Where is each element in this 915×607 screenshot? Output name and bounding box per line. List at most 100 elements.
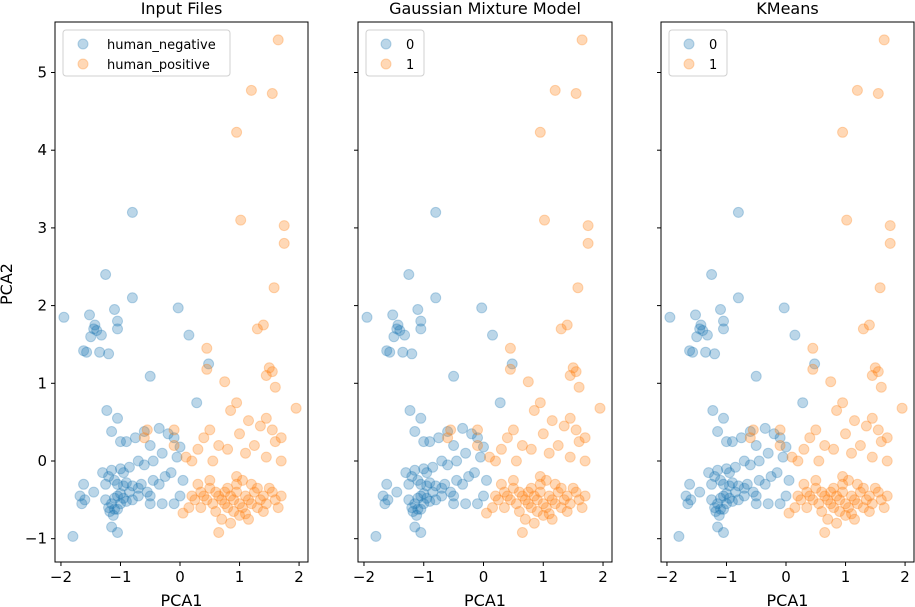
data-point xyxy=(762,498,774,510)
data-point xyxy=(872,88,884,99)
data-point xyxy=(379,498,391,510)
data-point xyxy=(257,319,269,331)
data-point xyxy=(243,415,254,427)
data-point xyxy=(237,474,248,486)
data-point xyxy=(115,488,126,500)
data-point xyxy=(156,498,168,510)
data-point xyxy=(525,502,537,514)
x-axis-label: PCA1 xyxy=(767,591,809,607)
data-point xyxy=(225,490,237,502)
data-point xyxy=(168,440,180,451)
data-point xyxy=(177,474,189,486)
data-point xyxy=(537,428,549,440)
data-point xyxy=(275,432,287,444)
data-point xyxy=(822,513,834,525)
data-point xyxy=(268,282,280,294)
data-point xyxy=(522,486,534,498)
data-point xyxy=(421,467,433,479)
data-point xyxy=(813,455,825,467)
data-point xyxy=(201,342,213,354)
data-point xyxy=(424,436,436,448)
data-point xyxy=(183,502,195,514)
data-point xyxy=(109,503,120,515)
data-point xyxy=(857,323,869,335)
data-point xyxy=(412,474,424,486)
data-point xyxy=(718,503,729,515)
data-point xyxy=(144,370,156,382)
series-0 xyxy=(361,206,518,542)
data-point xyxy=(834,506,846,517)
data-point xyxy=(718,478,729,490)
chart-panel-1: −2 −1 0 1 2 −1 0 1 2 3 4 5 Input Files PCA1 human_nega… xyxy=(25,0,309,607)
data-point xyxy=(484,451,495,463)
data-point xyxy=(718,315,729,327)
data-point xyxy=(439,478,451,490)
x-tick-label: 0 xyxy=(175,568,185,586)
data-point xyxy=(251,482,263,494)
data-point xyxy=(216,513,228,525)
data-point xyxy=(732,494,744,506)
data-point xyxy=(397,346,409,358)
data-point xyxy=(804,432,816,444)
data-point xyxy=(558,420,570,432)
legend-marker xyxy=(77,58,89,70)
data-point xyxy=(706,478,718,490)
data-point xyxy=(106,464,118,476)
data-point xyxy=(424,495,436,507)
data-point xyxy=(240,490,251,502)
x-axis-label: PCA1 xyxy=(464,591,506,607)
data-point xyxy=(476,302,488,314)
data-point xyxy=(747,486,759,498)
data-point xyxy=(448,490,460,502)
data-point xyxy=(866,370,878,381)
panel-title: Input Files xyxy=(141,0,223,18)
y-tick-label: −1 xyxy=(25,530,47,548)
data-point xyxy=(174,441,186,453)
x-tick-label: −1 xyxy=(413,568,435,586)
data-point xyxy=(546,513,558,525)
data-point xyxy=(213,440,225,451)
data-point xyxy=(564,412,576,424)
data-point xyxy=(162,428,174,440)
data-point xyxy=(531,506,543,517)
data-point xyxy=(498,486,510,498)
data-point xyxy=(275,490,287,502)
data-point xyxy=(857,482,869,494)
data-point xyxy=(771,467,783,479)
data-point xyxy=(783,474,795,486)
data-point xyxy=(712,521,724,533)
data-point xyxy=(168,424,180,436)
data-point xyxy=(222,502,234,514)
data-point xyxy=(67,530,79,542)
legend: 01 xyxy=(668,29,728,77)
data-point xyxy=(504,363,516,375)
data-point xyxy=(846,508,857,520)
legend-marker xyxy=(380,38,392,50)
data-point xyxy=(724,480,735,492)
data-point xyxy=(558,494,570,506)
data-point xyxy=(278,237,290,249)
data-point xyxy=(388,331,400,343)
data-point xyxy=(840,428,851,440)
axes-frame xyxy=(660,21,915,563)
data-point xyxy=(424,477,436,489)
data-point xyxy=(222,443,234,455)
data-point xyxy=(266,88,278,99)
data-point xyxy=(828,443,840,455)
data-point xyxy=(228,506,240,517)
data-point xyxy=(106,426,118,437)
data-point xyxy=(684,345,696,357)
data-point xyxy=(120,495,132,507)
data-point xyxy=(750,490,762,502)
data-point xyxy=(269,436,281,448)
data-point xyxy=(872,366,884,378)
data-point xyxy=(573,436,585,448)
series-1 xyxy=(442,34,606,538)
data-point xyxy=(231,471,243,482)
data-point xyxy=(834,494,846,506)
data-point xyxy=(85,331,97,343)
data-point xyxy=(851,84,863,96)
data-point xyxy=(522,498,534,510)
data-point xyxy=(421,480,433,492)
data-point xyxy=(147,455,159,467)
